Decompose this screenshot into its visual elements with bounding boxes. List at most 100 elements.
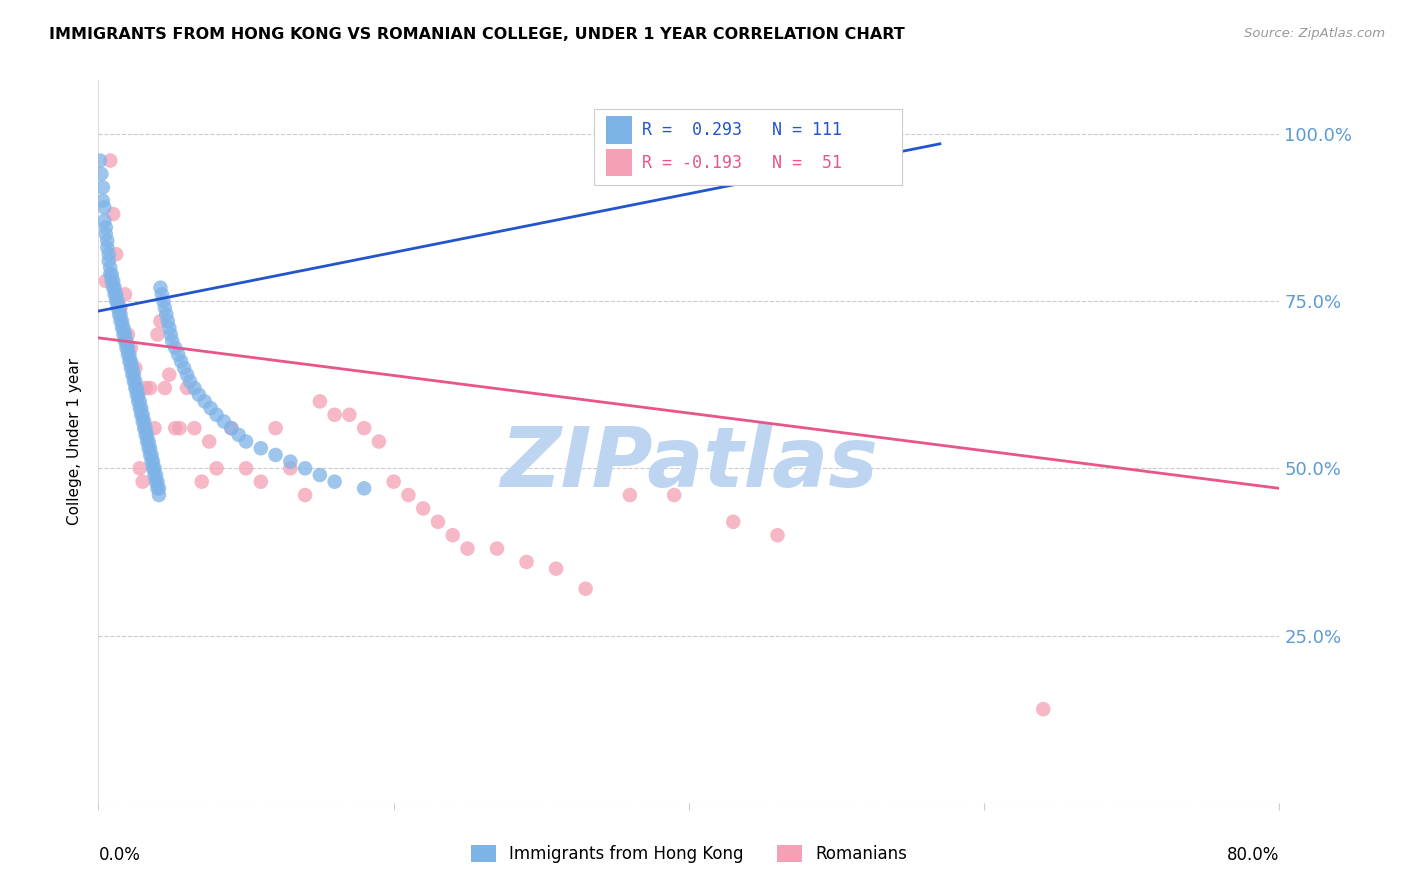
Point [127, 394, 149, 409]
Point [139, 448, 162, 462]
Point [143, 467, 166, 482]
Point [145, 467, 167, 482]
Point [127, 387, 149, 401]
Point [280, 461, 302, 475]
Point [323, 408, 346, 422]
Y-axis label: College, Under 1 year: College, Under 1 year [67, 358, 83, 525]
Point [157, 368, 180, 382]
Point [124, 375, 146, 389]
Point [94, 220, 117, 235]
Bar [606, 149, 633, 177]
Point [194, 394, 217, 409]
Point [280, 455, 302, 469]
Point [136, 434, 159, 449]
Point [309, 394, 332, 409]
Point [90, 167, 112, 181]
Point [142, 461, 165, 475]
Point [142, 455, 165, 469]
Point [121, 361, 143, 376]
Point [128, 461, 150, 475]
Point [153, 301, 176, 315]
Point [191, 475, 214, 489]
Point [108, 301, 131, 315]
Point [108, 307, 131, 322]
Point [114, 287, 136, 301]
Point [136, 427, 159, 442]
Point [169, 421, 191, 435]
Point [91, 194, 114, 208]
Point [115, 334, 138, 349]
Point [323, 475, 346, 489]
Point [124, 381, 146, 395]
Point [103, 274, 125, 288]
Point [125, 387, 148, 401]
Point [120, 361, 142, 376]
Point [162, 334, 183, 349]
Point [205, 408, 228, 422]
Point [139, 442, 162, 455]
Point [97, 247, 120, 261]
Point [179, 375, 201, 389]
Point [112, 327, 135, 342]
Point [103, 207, 125, 221]
Point [110, 307, 132, 322]
Point [96, 241, 118, 255]
Point [176, 381, 198, 395]
Point [155, 307, 177, 322]
Point [94, 274, 117, 288]
Point [132, 475, 155, 489]
Point [441, 528, 464, 542]
Point [146, 482, 169, 496]
Point [200, 401, 222, 416]
Point [221, 421, 243, 435]
Point [165, 341, 187, 355]
Point [118, 354, 141, 368]
Point [138, 434, 160, 449]
Point [141, 455, 163, 469]
Point [115, 341, 138, 355]
Point [183, 381, 205, 395]
Point [412, 501, 434, 516]
Bar [595, 109, 901, 185]
Point [107, 294, 129, 309]
Point [134, 421, 156, 435]
Point [398, 488, 420, 502]
Text: 80.0%: 80.0% [1227, 847, 1279, 864]
Point [294, 461, 316, 475]
Point [149, 314, 172, 328]
Point [129, 401, 152, 416]
Point [100, 268, 122, 282]
Point [120, 341, 142, 355]
Point [128, 394, 150, 409]
Point [105, 287, 128, 301]
Point [149, 281, 172, 295]
Text: IMMIGRANTS FROM HONG KONG VS ROMANIAN COLLEGE, UNDER 1 YEAR CORRELATION CHART: IMMIGRANTS FROM HONG KONG VS ROMANIAN CO… [49, 27, 905, 42]
Point [135, 427, 157, 442]
Text: 0.0%: 0.0% [98, 847, 141, 864]
Point [110, 301, 132, 315]
Point [105, 247, 128, 261]
Point [117, 341, 139, 355]
Point [121, 368, 143, 382]
Point [134, 414, 156, 429]
Text: ZIPatlas: ZIPatlas [501, 423, 877, 504]
Point [139, 381, 162, 395]
Point [723, 515, 745, 529]
Point [146, 475, 169, 489]
Point [546, 562, 568, 576]
Point [100, 274, 122, 288]
Point [107, 301, 129, 315]
Point [114, 327, 136, 342]
Point [486, 541, 509, 556]
Point [104, 281, 127, 295]
Point [110, 314, 132, 328]
Point [309, 467, 332, 482]
Point [353, 421, 375, 435]
Point [250, 442, 273, 455]
Point [250, 475, 273, 489]
Point [143, 461, 166, 475]
Point [183, 421, 205, 435]
Point [619, 488, 641, 502]
Point [135, 421, 157, 435]
Point [157, 321, 180, 335]
